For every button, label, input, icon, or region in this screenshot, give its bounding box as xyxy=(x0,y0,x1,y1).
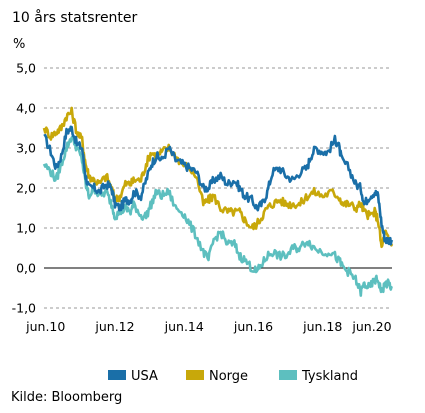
y-axis-ticks: 5,0 4,0 3,0 2,0 1,0 0,0 -1,0 xyxy=(12,61,36,316)
x-tick-label: jun.20 xyxy=(351,319,391,334)
x-tick-label: jun.14 xyxy=(164,319,204,334)
gridlines xyxy=(44,67,392,309)
x-tick-label: jun.10 xyxy=(25,319,65,334)
legend-swatch-norge xyxy=(186,370,204,380)
legend-swatch-tyskland xyxy=(279,370,297,380)
series-lines xyxy=(42,106,394,297)
y-tick-label: 2,0 xyxy=(16,181,36,196)
legend-swatch-usa xyxy=(108,370,126,380)
x-axis-ticks: jun.10 jun.12 jun.14 jun.16 jun.18 jun.20 xyxy=(25,319,392,334)
y-tick-label: 4,0 xyxy=(16,101,36,116)
legend-label-tyskland: Tyskland xyxy=(301,369,358,384)
x-tick-label: jun.12 xyxy=(94,319,134,334)
legend: USA Norge Tyskland xyxy=(108,369,358,384)
chart-title: 10 års statsrenter xyxy=(12,9,138,26)
y-tick-label: 1,0 xyxy=(16,221,36,236)
x-tick-label: jun.16 xyxy=(233,319,273,334)
series-line-usa xyxy=(43,125,394,246)
source-note: Kilde: Bloomberg xyxy=(11,390,122,405)
y-tick-label: 5,0 xyxy=(16,61,36,76)
y-axis-unit: % xyxy=(13,37,25,52)
series-line-norge xyxy=(42,106,394,249)
y-tick-label: -1,0 xyxy=(12,301,36,316)
legend-label-norge: Norge xyxy=(209,369,248,384)
x-tick-label: jun.18 xyxy=(302,319,342,334)
series-line-tyskland xyxy=(42,135,393,297)
y-tick-label: 0,0 xyxy=(16,261,36,276)
legend-label-usa: USA xyxy=(131,369,158,384)
y-tick-label: 3,0 xyxy=(16,141,36,156)
